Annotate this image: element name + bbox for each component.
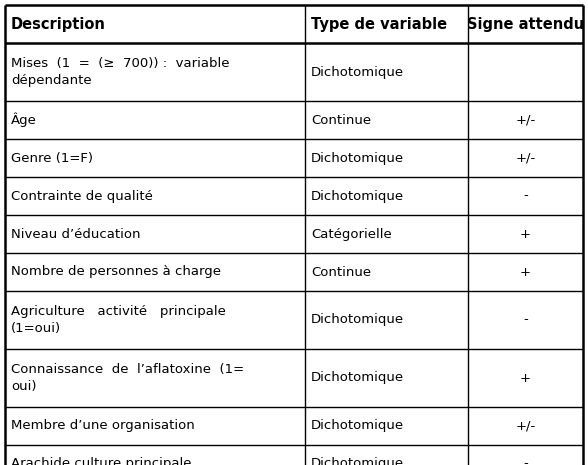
Text: Dichotomique: Dichotomique: [311, 152, 404, 165]
Text: Continue: Continue: [311, 266, 371, 279]
Text: Dichotomique: Dichotomique: [311, 190, 404, 202]
Text: Âge: Âge: [11, 113, 37, 127]
Text: Catégorielle: Catégorielle: [311, 227, 392, 240]
Text: Dichotomique: Dichotomique: [311, 372, 404, 385]
Text: Description: Description: [11, 16, 106, 32]
Text: +/-: +/-: [515, 152, 536, 165]
Text: Continue: Continue: [311, 113, 371, 126]
Text: Dichotomique: Dichotomique: [311, 313, 404, 326]
Text: Mises  (1  =  (≥  700)) :  variable
dépendante: Mises (1 = (≥ 700)) : variable dépendant…: [11, 57, 229, 87]
Text: +/-: +/-: [515, 419, 536, 432]
Text: Arachide culture principale: Arachide culture principale: [11, 458, 192, 465]
Text: Type de variable: Type de variable: [311, 16, 447, 32]
Text: Agriculture   activité   principale
(1=oui): Agriculture activité principale (1=oui): [11, 305, 226, 335]
Text: -: -: [523, 458, 528, 465]
Text: +: +: [520, 266, 531, 279]
Text: Contrainte de qualité: Contrainte de qualité: [11, 190, 153, 202]
Text: Signe attendu: Signe attendu: [467, 16, 584, 32]
Text: +: +: [520, 227, 531, 240]
Text: +/-: +/-: [515, 113, 536, 126]
Text: Dichotomique: Dichotomique: [311, 419, 404, 432]
Text: Connaissance  de  l’aflatoxine  (1=
oui): Connaissance de l’aflatoxine (1= oui): [11, 363, 244, 393]
Text: Niveau d’éducation: Niveau d’éducation: [11, 227, 141, 240]
Text: +: +: [520, 372, 531, 385]
Text: -: -: [523, 190, 528, 202]
Text: Nombre de personnes à charge: Nombre de personnes à charge: [11, 266, 221, 279]
Text: Membre d’une organisation: Membre d’une organisation: [11, 419, 195, 432]
Text: Dichotomique: Dichotomique: [311, 458, 404, 465]
Text: Dichotomique: Dichotomique: [311, 66, 404, 79]
Text: Genre (1=F): Genre (1=F): [11, 152, 93, 165]
Text: -: -: [523, 313, 528, 326]
